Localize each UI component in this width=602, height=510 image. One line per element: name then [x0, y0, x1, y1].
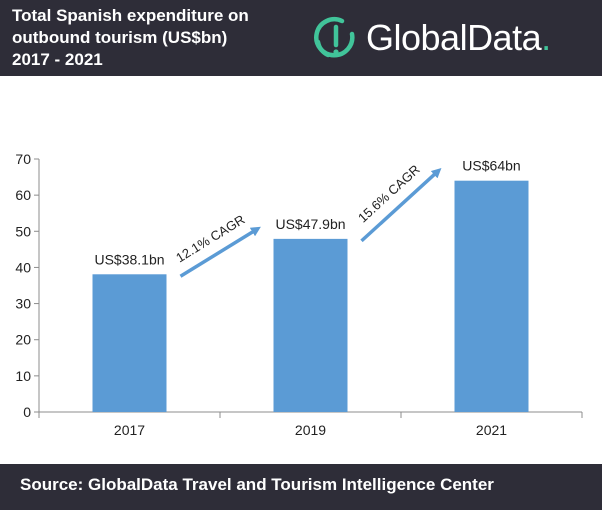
- title-line: outbound tourism (US$bn): [12, 28, 228, 47]
- cagr-arrow: [360, 167, 442, 243]
- y-tick-label: 30: [15, 296, 31, 312]
- title-line: 2017 - 2021: [12, 50, 103, 69]
- y-tick-label: 20: [15, 332, 31, 348]
- globaldata-logo-icon: [314, 17, 355, 58]
- globaldata-logo: GlobalData.: [312, 12, 551, 64]
- y-tick-label: 60: [15, 187, 31, 203]
- bar: [454, 180, 529, 412]
- y-tick-label: 0: [23, 404, 31, 420]
- source-note: Source: GlobalData Travel and Tourism In…: [20, 475, 494, 494]
- x-tick-label: 2021: [476, 422, 507, 438]
- cagr-arrow: [179, 226, 261, 278]
- bar: [92, 274, 167, 412]
- globaldata-logo-wordmark: GlobalData.: [366, 17, 551, 59]
- header-bar: Total Spanish expenditure on outbound to…: [0, 0, 602, 76]
- data-label: US$38.1bn: [94, 251, 164, 267]
- y-tick-label: 10: [15, 368, 31, 384]
- x-tick-label: 2019: [295, 422, 326, 438]
- logo-dot: .: [541, 17, 551, 58]
- bar-chart: 0 10 20 30 40 50 60 70 2017 US$38.1bn 2019 US$47.9b…: [15, 151, 583, 438]
- bar: [273, 238, 348, 412]
- footer-bar: Source: GlobalData Travel and Tourism In…: [0, 464, 602, 510]
- data-label: US$47.9bn: [275, 216, 345, 232]
- data-label: US$64bn: [462, 158, 520, 174]
- x-tick-label: 2017: [114, 422, 145, 438]
- y-tick-label: 40: [15, 259, 31, 275]
- logo-word: GlobalData: [366, 17, 542, 58]
- chart-title: Total Spanish expenditure on outbound to…: [12, 5, 302, 71]
- y-tick-label: 50: [15, 223, 31, 239]
- title-line: Total Spanish expenditure on: [12, 6, 249, 25]
- y-tick-label: 70: [15, 151, 31, 167]
